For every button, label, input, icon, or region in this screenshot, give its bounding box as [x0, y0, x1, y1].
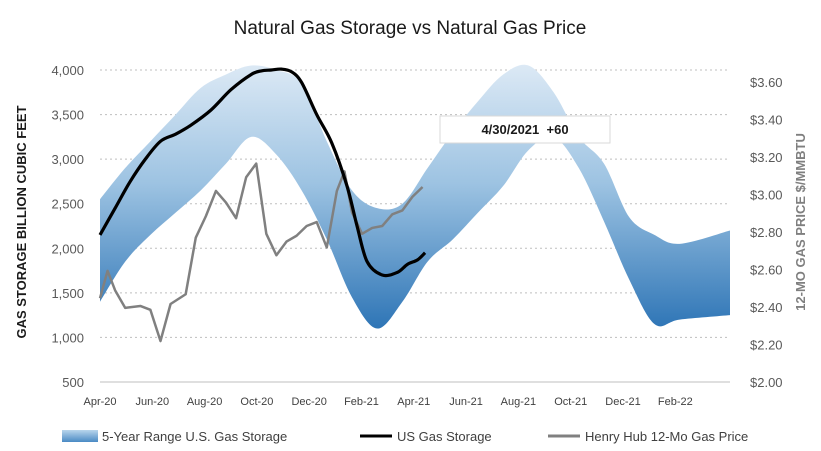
chart-title: Natural Gas Storage vs Natural Gas Price [234, 18, 587, 39]
y-tick-label: 4,000 [51, 63, 84, 78]
x-tick-label: Jun-20 [135, 396, 169, 408]
y2-tick-label: $3.00 [750, 188, 783, 203]
x-tick-label: Oct-20 [240, 396, 273, 408]
x-tick-label: Aug-20 [187, 396, 222, 408]
x-axis: Apr-20 Jun-20 Aug-20 Oct-20 Dec-20 Feb-21 Apr-… [83, 396, 692, 408]
y-tick-label: 3,500 [51, 108, 84, 123]
y2-tick-label: $3.40 [750, 113, 783, 128]
storage-line [98, 67, 427, 278]
y-tick-label: 1,500 [51, 286, 84, 301]
y-tick-label: 500 [62, 375, 84, 390]
y-axis-label: GAS STORAGE BILLION CUBIC FEET [14, 105, 29, 338]
y2-axis-label: 12-MO GAS PRICE $/MMBTU [793, 133, 808, 311]
legend: 5-Year Range U.S. Gas Storage US Gas Sto… [62, 429, 748, 444]
x-tick-label: Feb-22 [658, 396, 693, 408]
five-year-range-band [100, 64, 730, 329]
band-area [100, 64, 730, 329]
legend-label-band: 5-Year Range U.S. Gas Storage [102, 429, 287, 444]
x-tick-label: Jun-21 [449, 396, 483, 408]
x-tick-label: Apr-20 [83, 396, 116, 408]
y-tick-label: 1,000 [51, 330, 84, 345]
x-tick-label: Dec-21 [605, 396, 640, 408]
x-tick-label: Aug-21 [501, 396, 536, 408]
y2-tick-label: $3.60 [750, 75, 783, 90]
annotation-text: 4/30/2021 +60 [481, 122, 568, 137]
y-tick-label: 2,500 [51, 197, 84, 212]
legend-swatch-band [62, 430, 98, 442]
y-tick-label: 2,000 [51, 241, 84, 256]
y2-tick-label: $2.80 [750, 225, 783, 240]
x-tick-label: Apr-21 [397, 396, 430, 408]
legend-label-price: Henry Hub 12-Mo Gas Price [585, 429, 748, 444]
y2-tick-label: $3.20 [750, 150, 783, 165]
y2-tick-label: $2.00 [750, 375, 783, 390]
series-lines [98, 67, 427, 343]
y2-tick-label: $2.60 [750, 263, 783, 278]
y2-tick-label: $2.20 [750, 338, 783, 353]
left-axis: 4,000 3,500 3,000 2,500 2,000 1,500 1,000 500 [51, 63, 84, 390]
legend-label-storage: US Gas Storage [397, 429, 492, 444]
x-tick-label: Feb-21 [344, 396, 379, 408]
y-tick-label: 3,000 [51, 152, 84, 167]
price-line [98, 162, 424, 343]
y2-tick-label: $2.40 [750, 300, 783, 315]
x-tick-label: Dec-20 [291, 396, 326, 408]
annotation-box: 4/30/2021 +60 [439, 115, 611, 144]
x-tick-label: Oct-21 [554, 396, 587, 408]
right-axis: $3.60 $3.40 $3.20 $3.00 $2.80 $2.60 $2.40 $2.20… [750, 75, 783, 390]
